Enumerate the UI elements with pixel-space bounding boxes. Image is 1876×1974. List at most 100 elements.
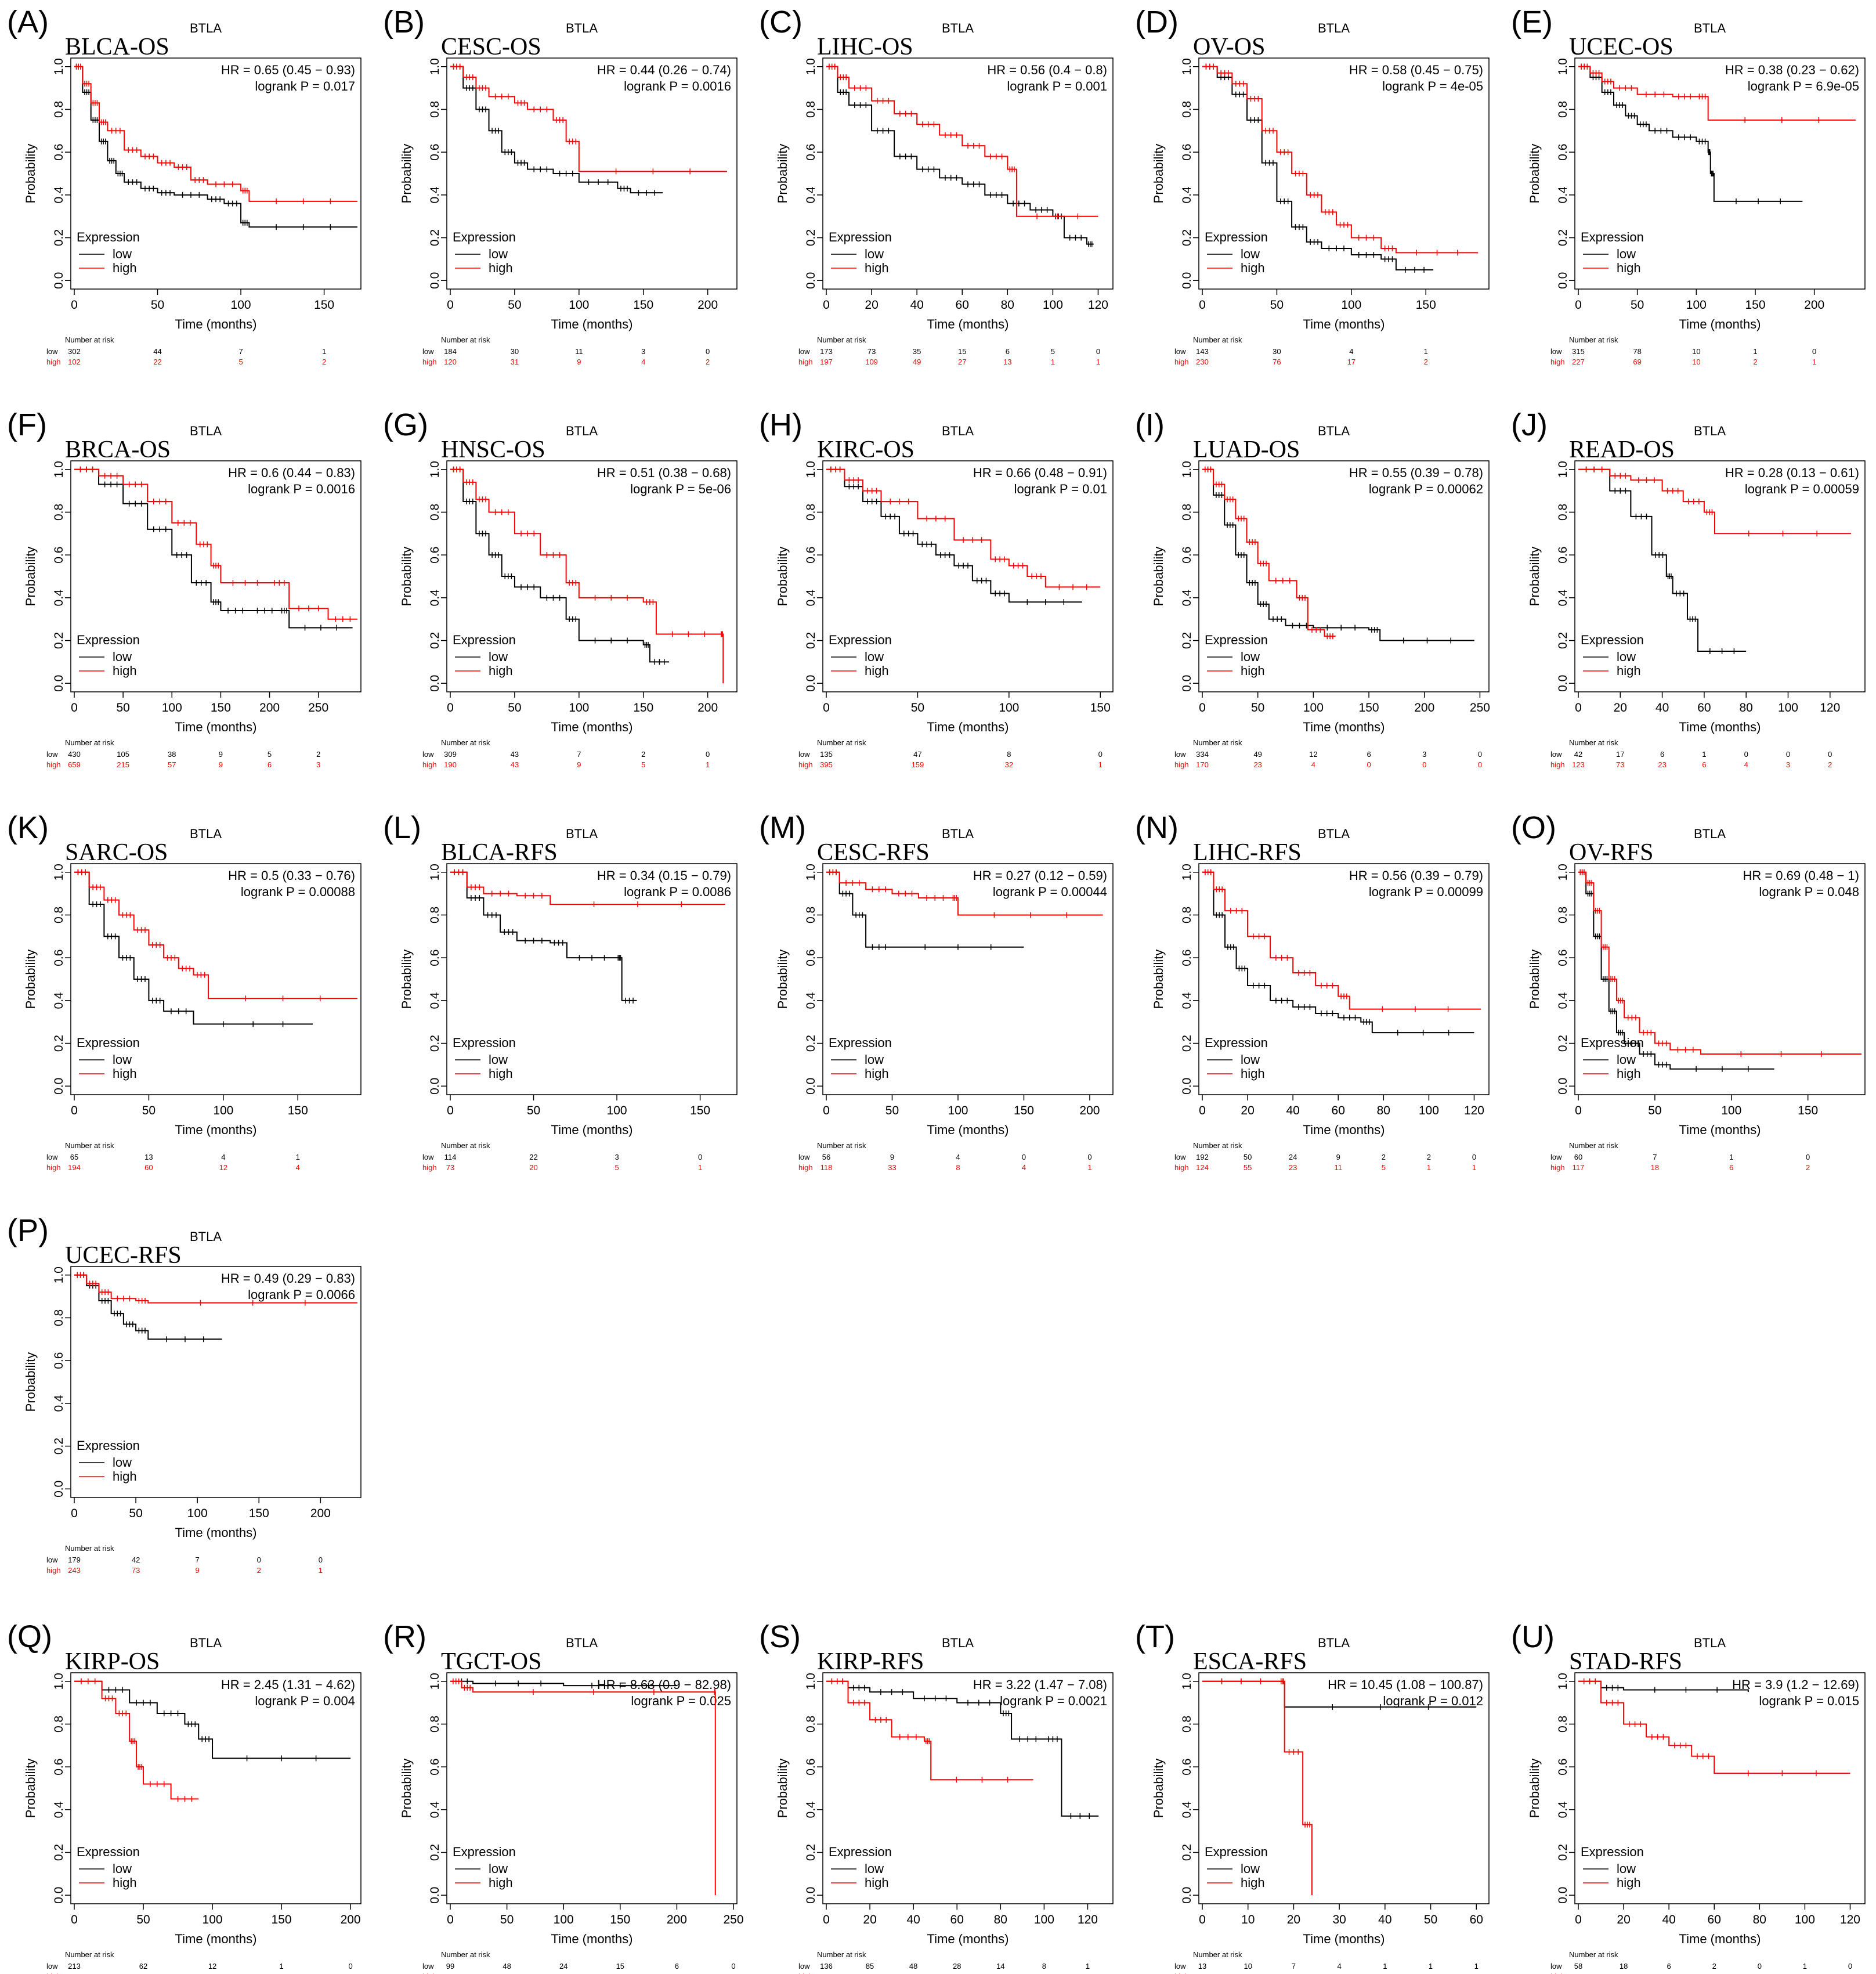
panel-title: READ-OS xyxy=(1569,436,1675,463)
km-plot-svg: (R) TGCT-OS BTLA HR = 8.63 (0.9 − 82.98) log… xyxy=(383,1619,744,1974)
risk-count-low: 60 xyxy=(1574,1153,1582,1161)
km-plot-svg: (K) SARC-OS BTLA HR = 0.5 (0.33 − 0.76) logr… xyxy=(7,810,362,1172)
y-tick-label: 0.4 xyxy=(428,589,442,607)
risk-count-low: 136 xyxy=(820,1962,833,1971)
y-tick-label: 0.8 xyxy=(1180,101,1194,118)
y-tick-label: 0.6 xyxy=(1180,1759,1194,1775)
x-tick-label: 50 xyxy=(500,1913,514,1926)
risk-count-low: 15 xyxy=(616,1962,624,1971)
y-tick-label: 0.8 xyxy=(1180,504,1194,521)
risk-count-low: 184 xyxy=(444,347,457,356)
y-tick-label: 0.8 xyxy=(1556,101,1570,118)
risk-row-high-label: high xyxy=(46,1972,61,1974)
risk-table-title: Number at risk xyxy=(1569,738,1618,747)
x-axis-label: Time (months) xyxy=(175,317,257,331)
x-tick-label: 100 xyxy=(203,1913,223,1926)
panel-title: BRCA-OS xyxy=(65,436,171,463)
risk-count-high: 31 xyxy=(511,358,519,366)
hazard-ratio-label: HR = 0.55 (0.39 − 0.78) xyxy=(1349,465,1483,480)
risk-count-high: 8 xyxy=(912,1972,916,1974)
logrank-label: logrank P = 0.00062 xyxy=(1369,482,1483,496)
risk-count-high: 0 xyxy=(1338,1972,1342,1974)
y-tick-label: 1.0 xyxy=(52,1266,66,1283)
y-tick-label: 0.6 xyxy=(52,1759,66,1775)
y-tick-label: 0.4 xyxy=(1556,992,1570,1009)
x-tick-label: 100 xyxy=(554,1913,574,1926)
x-tick-label: 50 xyxy=(1631,298,1644,312)
y-axis-label: Probability xyxy=(23,950,38,1009)
legend-title: Expression xyxy=(1581,1845,1644,1859)
y-tick-label: 0.4 xyxy=(428,186,442,204)
risk-count-high: 215 xyxy=(117,760,129,769)
risk-count-high: 2 xyxy=(322,358,326,366)
km-panel-hnsc-os: (G) HNSC-OS BTLA HR = 0.51 (0.38 − 0.68) log… xyxy=(383,407,749,769)
y-tick-label: 1.0 xyxy=(52,1673,66,1690)
y-axis-label: Probability xyxy=(775,144,790,204)
risk-count-high: 4 xyxy=(1246,1972,1250,1974)
x-tick-label: 20 xyxy=(865,298,878,312)
x-tick-label: 200 xyxy=(341,1913,361,1926)
plot-frame xyxy=(70,1672,362,1904)
km-panel-luad-os: (I) LUAD-OS BTLA HR = 0.55 (0.39 − 0.78) log… xyxy=(1135,407,1501,769)
y-tick-label: 0.4 xyxy=(428,1801,442,1818)
x-tick-label: 100 xyxy=(231,298,251,312)
risk-count-high: 170 xyxy=(1196,760,1209,769)
legend-high-label: high xyxy=(113,1066,137,1081)
risk-count-low: 135 xyxy=(820,750,833,759)
legend-low-label: low xyxy=(489,649,508,664)
risk-count-low: 0 xyxy=(1812,347,1816,356)
panel-label: (O) xyxy=(1511,810,1556,845)
legend-high-label: high xyxy=(113,663,137,678)
y-tick-label: 0.0 xyxy=(1556,1078,1570,1095)
risk-count-high: 0 xyxy=(1422,760,1426,769)
risk-row-high-label: high xyxy=(422,358,437,366)
risk-count-low: 0 xyxy=(1848,1962,1852,1971)
risk-row-low-label: low xyxy=(1174,750,1186,759)
risk-count-high: 2 xyxy=(257,1566,261,1575)
risk-row-low-label: low xyxy=(422,1153,434,1161)
panel-title: BLCA-OS xyxy=(65,34,169,60)
risk-count-high: 197 xyxy=(820,358,833,366)
risk-row-high-label: high xyxy=(46,1163,61,1172)
survival-curve-low xyxy=(826,1680,1099,1817)
risk-table-title: Number at risk xyxy=(817,335,866,344)
risk-count-low: 48 xyxy=(909,1962,917,1971)
survival-curve-high xyxy=(826,871,1103,916)
panel-title: TGCT-OS xyxy=(441,1648,541,1675)
panel-title: KIRP-RFS xyxy=(817,1648,924,1675)
x-tick-label: 0 xyxy=(1575,701,1582,714)
logrank-label: logrank P = 0.0016 xyxy=(248,482,355,496)
risk-count-low: 13 xyxy=(144,1153,153,1161)
panel-title: OV-OS xyxy=(1193,34,1265,60)
risk-table-title: Number at risk xyxy=(1569,1950,1618,1959)
risk-table-title: Number at risk xyxy=(441,738,490,747)
risk-count-low: 58 xyxy=(1574,1962,1582,1971)
x-tick-label: 0 xyxy=(71,1913,78,1926)
risk-count-low: 0 xyxy=(1472,1153,1476,1161)
logrank-label: logrank P = 0.012 xyxy=(1383,1694,1483,1708)
logrank-label: logrank P = 0.0066 xyxy=(248,1287,355,1302)
y-tick-label: 0.4 xyxy=(1556,1801,1570,1818)
y-tick-label: 0.6 xyxy=(428,144,442,161)
x-tick-label: 150 xyxy=(211,701,231,714)
risk-count-high: 35 xyxy=(446,1972,454,1974)
y-tick-label: 0.0 xyxy=(52,272,66,289)
risk-count-low: 14 xyxy=(996,1962,1004,1971)
risk-count-low: 302 xyxy=(68,347,81,356)
y-tick-label: 1.0 xyxy=(1180,58,1194,75)
legend-title: Expression xyxy=(1205,1035,1268,1050)
gene-label: BTLA xyxy=(190,1229,222,1244)
y-tick-label: 0.6 xyxy=(1556,547,1570,564)
x-tick-label: 50 xyxy=(1424,1913,1437,1926)
risk-count-low: 6 xyxy=(675,1962,679,1971)
x-axis-label: Time (months) xyxy=(175,1932,257,1946)
risk-row-low-label: low xyxy=(798,750,810,759)
legend-title: Expression xyxy=(829,1035,892,1050)
x-tick-label: 200 xyxy=(259,701,280,714)
y-axis-label: Probability xyxy=(1151,1759,1166,1818)
y-tick-label: 0.4 xyxy=(1180,589,1194,607)
x-axis-label: Time (months) xyxy=(1303,317,1385,331)
risk-count-low: 173 xyxy=(820,347,833,356)
y-tick-label: 0.4 xyxy=(804,1801,818,1818)
legend-title: Expression xyxy=(77,1845,140,1859)
